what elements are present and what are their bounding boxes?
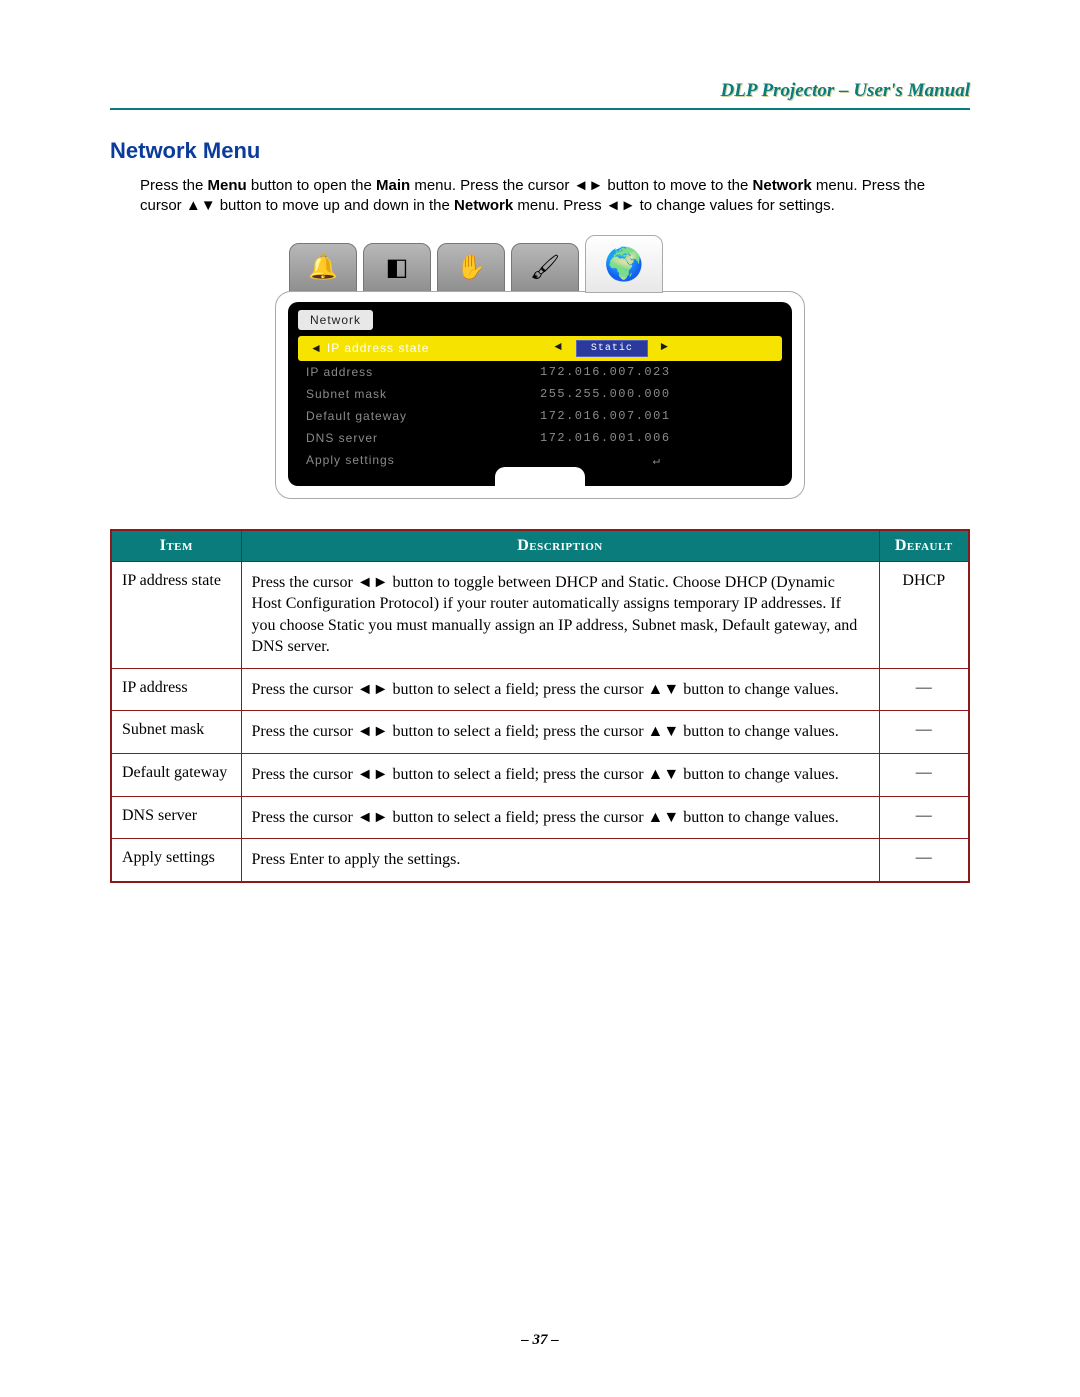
static-badge: Static — [576, 340, 648, 357]
td-item: Subnet mask — [111, 711, 241, 754]
osd-row-value: 172.016.007.023 — [540, 365, 774, 379]
intro-paragraph: Press the Menu button to open the Main m… — [140, 176, 970, 217]
hand-icon: ✋ — [456, 253, 486, 282]
td-item: DNS server — [111, 796, 241, 839]
display-icon: ◧ — [386, 253, 409, 282]
td-item: IP address — [111, 668, 241, 711]
bell-icon: 🔔 — [308, 253, 338, 282]
page-number: – 37 – — [0, 1332, 1080, 1349]
osd-row-label: Subnet mask — [306, 387, 540, 401]
intro-text: Press the — [140, 177, 208, 194]
right-arrow-icon: ► — [657, 340, 674, 354]
osd-row-dns: DNS server 172.016.001.006 — [298, 427, 782, 449]
td-default: — — [879, 796, 969, 839]
osd-screenshot: 🔔 ◧ ✋ 🖌 🌍 Network ◄ IP address state ◄ S… — [275, 235, 805, 499]
osd-row-label: Apply settings — [306, 453, 540, 467]
td-default: — — [879, 668, 969, 711]
osd-inner: Network ◄ IP address state ◄ Static ► IP… — [288, 302, 792, 486]
th-description: Description — [241, 530, 879, 562]
osd-row-label: DNS server — [306, 431, 540, 445]
left-arrow-icon: ◄ — [306, 341, 327, 355]
brush-icon: 🖌 — [530, 253, 560, 282]
table-row: Default gatewayPress the cursor ◄► butto… — [111, 754, 969, 797]
intro-text: menu. Press the cursor ◄► button to move… — [410, 177, 752, 194]
osd-tabs: 🔔 ◧ ✋ 🖌 🌍 — [275, 235, 805, 293]
section-title: Network Menu — [110, 138, 970, 164]
intro-bold-network: Network — [753, 177, 812, 194]
td-description: Press the cursor ◄► button to toggle bet… — [241, 561, 879, 668]
osd-body: Network ◄ IP address state ◄ Static ► IP… — [275, 291, 805, 499]
osd-tab-network: 🌍 — [585, 235, 663, 293]
td-description: Press the cursor ◄► button to select a f… — [241, 754, 879, 797]
osd-row-ip-state: ◄ IP address state ◄ Static ► — [298, 336, 782, 361]
osd-row-gateway: Default gateway 172.016.007.001 — [298, 405, 782, 427]
table-row: DNS serverPress the cursor ◄► button to … — [111, 796, 969, 839]
intro-bold-network: Network — [454, 197, 513, 214]
table-row: IP addressPress the cursor ◄► button to … — [111, 668, 969, 711]
osd-tab-setup: ✋ — [437, 243, 505, 293]
description-table: Item Description Default IP address stat… — [110, 529, 970, 883]
osd-tab-image: 🖌 — [511, 243, 579, 293]
osd-row-value: 172.016.007.001 — [540, 409, 774, 423]
osd-row-value: 172.016.001.006 — [540, 431, 774, 445]
intro-text: menu. Press ◄► to change values for sett… — [513, 197, 835, 214]
table-row: Apply settingsPress Enter to apply the s… — [111, 839, 969, 882]
td-default: — — [879, 711, 969, 754]
osd-row-ip-address: IP address 172.016.007.023 — [298, 361, 782, 383]
osd-panel-label: Network — [298, 310, 373, 330]
globe-icon: 🌍 — [604, 245, 644, 283]
td-item: IP address state — [111, 561, 241, 668]
osd-row-label: IP address state — [327, 341, 551, 355]
td-item: Default gateway — [111, 754, 241, 797]
td-default: DHCP — [879, 561, 969, 668]
td-item: Apply settings — [111, 839, 241, 882]
table-row: Subnet maskPress the cursor ◄► button to… — [111, 711, 969, 754]
osd-row-value: 255.255.000.000 — [540, 387, 774, 401]
table-header-row: Item Description Default — [111, 530, 969, 562]
osd-tab-alerts: 🔔 — [289, 243, 357, 293]
td-description: Press the cursor ◄► button to select a f… — [241, 711, 879, 754]
td-description: Press the cursor ◄► button to select a f… — [241, 796, 879, 839]
osd-notch — [495, 467, 585, 487]
osd-row-label: IP address — [306, 365, 540, 379]
td-description: Press Enter to apply the settings. — [241, 839, 879, 882]
td-description: Press the cursor ◄► button to select a f… — [241, 668, 879, 711]
intro-bold-menu: Menu — [208, 177, 247, 194]
th-item: Item — [111, 530, 241, 562]
left-arrow-icon: ◄ — [550, 340, 567, 354]
intro-bold-main: Main — [376, 177, 410, 194]
osd-row-value: ↵ — [540, 453, 774, 468]
table-row: IP address statePress the cursor ◄► butt… — [111, 561, 969, 668]
osd-row-value: ◄ Static ► — [550, 340, 774, 357]
th-default: Default — [879, 530, 969, 562]
osd-row-label: Default gateway — [306, 409, 540, 423]
osd-tab-display: ◧ — [363, 243, 431, 293]
td-default: — — [879, 754, 969, 797]
page-header-title: DLP Projector – User's Manual — [110, 80, 970, 110]
td-default: — — [879, 839, 969, 882]
intro-text: button to open the — [247, 177, 376, 194]
osd-row-subnet: Subnet mask 255.255.000.000 — [298, 383, 782, 405]
